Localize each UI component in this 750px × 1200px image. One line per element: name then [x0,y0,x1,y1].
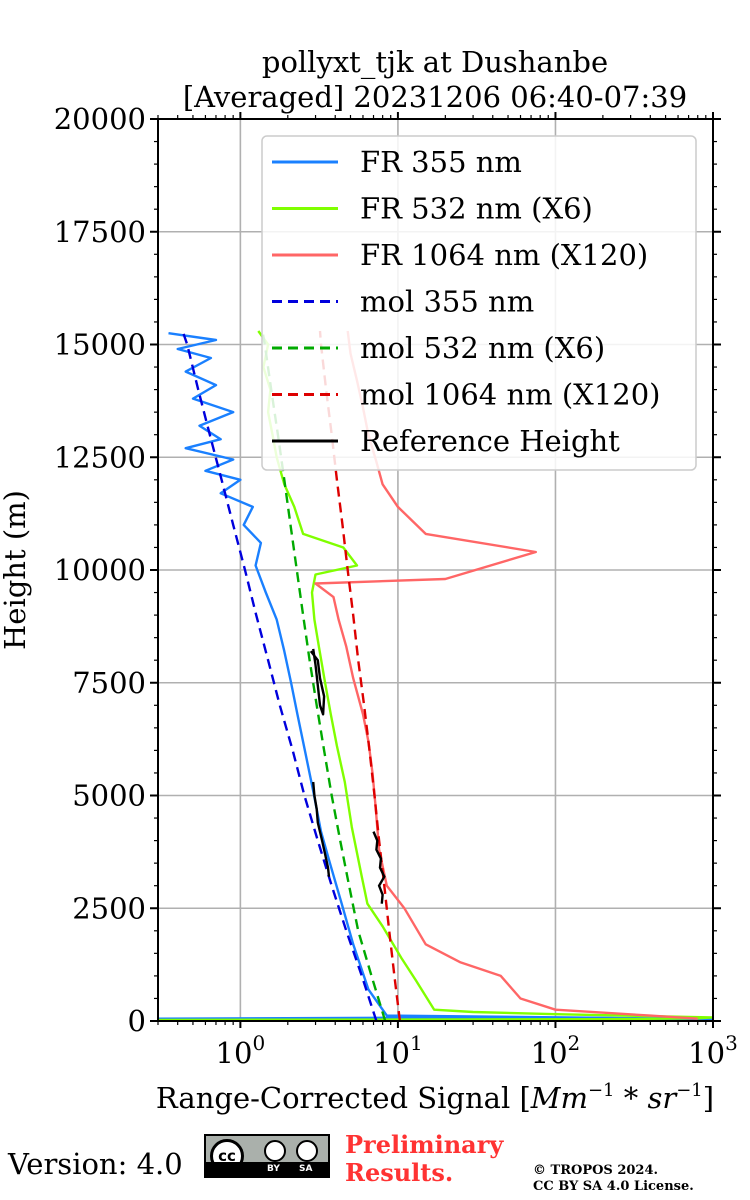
legend-label: FR 1064 nm (X120) [360,238,648,272]
legend-label: mol 355 nm [360,285,534,319]
x-tick-label: 103 [688,1031,738,1070]
reference-height-segment [372,831,386,904]
lidar-profile-chart: pollyxt_tjk at Dushanbe [Averaged] 20231… [0,45,738,1115]
chart-title-group: pollyxt_tjk at Dushanbe [Averaged] 20231… [183,45,687,114]
y-tick-label: 5000 [72,779,146,813]
copyright-notice: © TROPOS 2024. CC BY SA 4.0 License. [533,1163,694,1195]
cc-license-badge: cc BY SA [204,1134,330,1178]
share-alike-icon [296,1140,318,1162]
y-axis-label: Height (m) [0,490,32,650]
y-tick-label: 2500 [72,891,146,925]
badge-sa-label: SA [299,1164,313,1174]
reference-height-segment [312,781,331,877]
copyright-line-1: © TROPOS 2024. [533,1163,659,1178]
legend-label: FR 532 nm (X6) [360,192,593,226]
y-tick-labels: 0 2500 5000 7500 10000 12500 15000 17500 20000 [54,102,146,1038]
y-tick-label: 17500 [54,215,146,249]
series-line-fr-355-nm [158,332,713,1021]
legend-label: FR 355 nm [360,145,522,179]
legend-label: Reference Height [360,424,620,458]
legend-label: mol 532 nm (X6) [360,331,605,365]
x-axis-label: Range-Corrected Signal [Mm−1 * sr−1] [156,1080,714,1115]
x-tick-label: 101 [373,1031,423,1070]
badge-by-label: BY [267,1164,280,1174]
series-line-mol-355-nm [181,330,378,1021]
legend: FR 355 nm FR 532 nm (X6) FR 1064 nm (X120)… [261,135,697,471]
person-icon [264,1140,286,1162]
axis-ticks [150,112,721,1028]
y-tick-label: 7500 [72,666,146,700]
legend-box [261,135,697,471]
y-tick-label: 15000 [54,328,146,362]
legend-label: mol 1064 nm (X120) [360,378,661,412]
x-tick-label: 102 [531,1031,581,1070]
preliminary-notice: Preliminary Results. [345,1131,503,1187]
preliminary-line-1: Preliminary [345,1130,504,1159]
chart-title: pollyxt_tjk at Dushanbe [262,45,608,80]
y-tick-label: 0 [128,1004,146,1038]
badge-band [206,1162,328,1176]
y-tick-label: 12500 [54,440,146,474]
series-line-reference-height [309,648,326,716]
y-tick-label: 20000 [54,102,146,136]
version-label: Version: 4.0 [8,1147,183,1181]
chart-subtitle: [Averaged] 20231206 06:40-07:39 [183,80,687,114]
series-line-mol-1064-nm-x120- [318,330,402,1021]
x-tick-labels: 100 101 102 103 [216,1031,738,1070]
copyright-line-2: CC BY SA 4.0 License. [533,1179,694,1194]
x-tick-label: 100 [216,1031,266,1070]
y-tick-label: 10000 [54,553,146,587]
preliminary-line-2: Results. [345,1158,454,1187]
